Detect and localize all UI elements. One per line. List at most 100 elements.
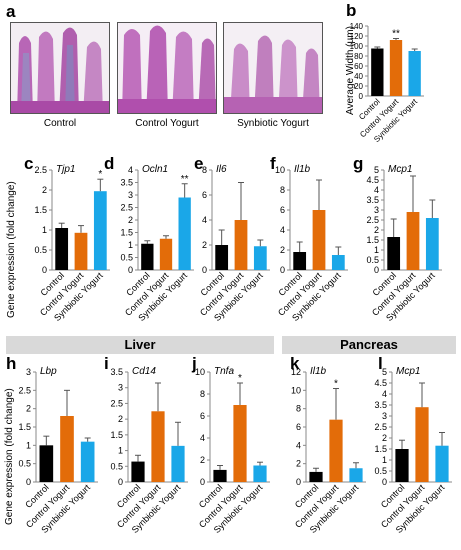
y-tick-label: 60 — [354, 62, 363, 71]
y-tick-label: 0 — [118, 477, 123, 487]
y-tick-label: 5 — [374, 165, 379, 175]
chart-title: Cd14 — [132, 366, 156, 377]
y-tick-label: 2 — [280, 245, 285, 255]
bar — [131, 461, 145, 482]
bar — [408, 51, 421, 96]
bar — [253, 246, 267, 270]
y-tick-label: 4 — [202, 215, 207, 225]
y-tick-label: 3 — [26, 367, 31, 377]
y-tick-label: 12 — [291, 367, 301, 377]
y-tick-label: 3 — [128, 190, 133, 200]
y-tick-label: 120 — [350, 32, 364, 41]
chart-l: 00.511.522.533.544.55 Mcp1ControlControl … — [374, 366, 452, 535]
y-tick-label: 1 — [374, 245, 379, 255]
bar — [435, 445, 449, 482]
y-tick-label: 140 — [350, 22, 364, 31]
y-tick-label: 1 — [128, 240, 133, 250]
panel-label-j: j — [192, 354, 197, 373]
chart-title: Il1b — [294, 164, 311, 175]
significance-mark: ** — [392, 29, 400, 40]
section-pancreas: Pancreas — [282, 336, 456, 354]
y-tick-label: 2.5 — [110, 398, 123, 408]
bar — [80, 441, 95, 482]
y-tick-label: 0 — [26, 477, 31, 487]
chart-title: Il1b — [310, 366, 327, 377]
y-tick-label: 0.5 — [374, 466, 387, 476]
y-tick-label: 1.5 — [18, 422, 31, 432]
y-tick-label: 2.5 — [374, 422, 387, 432]
y-tick-label: 100 — [350, 42, 364, 51]
y-tick-label: 1 — [26, 440, 31, 450]
panel-label-k: k — [290, 354, 300, 373]
y-tick-label: 1.5 — [110, 430, 123, 440]
y-tick-label: 4.5 — [366, 175, 379, 185]
y-tick-label: 3 — [374, 205, 379, 215]
y-tick-label: 0 — [359, 92, 364, 101]
bar — [387, 237, 401, 270]
y-tick-label: 2.5 — [18, 385, 31, 395]
bar — [329, 419, 343, 482]
bar — [213, 469, 227, 482]
significance-mark: * — [238, 373, 242, 384]
y-tick-label: 0 — [296, 477, 301, 487]
section-liver: Liver — [6, 336, 274, 354]
y-tick-label: 10 — [195, 367, 205, 377]
y-tick-label: 2 — [296, 459, 301, 469]
histology-image-control-yogurt — [117, 22, 217, 114]
y-tick-label: 0.5 — [120, 253, 133, 263]
y-tick-label: 6 — [202, 190, 207, 200]
bar — [234, 220, 248, 270]
y-tick-label: 8 — [200, 389, 205, 399]
panel-label-g: g — [353, 154, 364, 173]
y-tick-label: 1.5 — [366, 235, 379, 245]
y-tick-label: 2 — [128, 215, 133, 225]
bar — [141, 243, 154, 270]
bar — [39, 445, 54, 482]
bar — [371, 48, 384, 96]
y-tick-label: 3.5 — [120, 178, 133, 188]
chart-title: Ocln1 — [142, 164, 168, 175]
y-tick-label: 80 — [354, 52, 363, 61]
bar — [415, 407, 429, 482]
bar — [331, 255, 345, 270]
y-tick-label: 2 — [26, 404, 31, 414]
y-tick-label: 4 — [382, 389, 387, 399]
y-tick-label: 2.5 — [34, 165, 47, 175]
y-tick-label: 3 — [382, 411, 387, 421]
y-tick-label: 4 — [374, 185, 379, 195]
y-tick-label: 8 — [296, 404, 301, 414]
y-tick-label: 0 — [202, 265, 207, 275]
y-tick-label: 1.5 — [120, 228, 133, 238]
y-tick-label: 2 — [382, 433, 387, 443]
panel-label-e: e — [194, 154, 204, 173]
y-tick-label: 4 — [128, 165, 133, 175]
bar — [309, 471, 323, 482]
bar — [349, 468, 363, 482]
y-tick-label: 4 — [296, 440, 301, 450]
y-tick-label: 0 — [382, 477, 387, 487]
y-tick-label: 0.5 — [18, 459, 31, 469]
panel-label-l: l — [378, 354, 383, 373]
significance-mark: ** — [181, 174, 189, 185]
y-tick-label: 40 — [354, 72, 363, 81]
y-tick-label: 5 — [382, 367, 387, 377]
y-tick-label: 6 — [280, 205, 285, 215]
panel-label-a: a — [6, 2, 16, 21]
y-tick-label: 20 — [354, 82, 363, 91]
y-tick-label: 0 — [280, 265, 285, 275]
bar — [60, 416, 74, 482]
panel-label-b: b — [346, 1, 357, 20]
y-tick-label: 3.5 — [110, 367, 123, 377]
y-tick-label: 0.5 — [110, 461, 123, 471]
bar — [215, 245, 229, 270]
y-tick-label: 0 — [200, 477, 205, 487]
y-tick-label: 3 — [118, 383, 123, 393]
bar — [171, 445, 185, 482]
